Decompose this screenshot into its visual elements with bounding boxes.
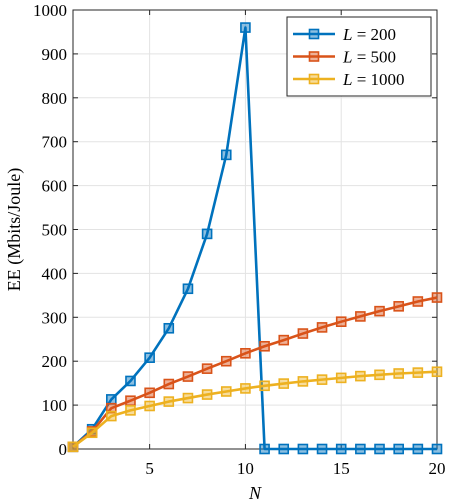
data-point [393, 368, 404, 379]
data-point [278, 443, 290, 455]
y-tick-label: 1000 [33, 1, 67, 20]
y-tick-label: 600 [42, 177, 68, 196]
data-point [393, 443, 404, 455]
data-point [144, 387, 155, 399]
data-point [220, 386, 232, 397]
data-point [355, 311, 366, 322]
x-tick-label: 10 [237, 459, 254, 478]
data-point [259, 380, 270, 392]
x-axis-label: N [248, 483, 262, 503]
data-point [182, 371, 194, 382]
data-point [335, 372, 347, 384]
x-tick-label: 5 [145, 459, 154, 478]
y-axis-label: EE (Mbits/Joule) [4, 168, 25, 292]
data-point [374, 443, 385, 455]
data-point [335, 316, 347, 327]
data-point [201, 389, 213, 400]
data-point [259, 443, 270, 455]
y-tick-label: 700 [42, 133, 68, 152]
data-point [316, 443, 328, 455]
x-tick-label: 20 [429, 459, 446, 478]
data-point [259, 340, 270, 352]
y-tick-label: 300 [42, 308, 68, 327]
data-point [278, 334, 290, 346]
data-point [163, 378, 175, 390]
data-point [182, 392, 194, 404]
data-point [240, 383, 251, 394]
data-point [431, 443, 443, 455]
legend-label: L = 500 [342, 48, 396, 67]
legend-swatch-marker [308, 28, 320, 40]
y-tick-label: 500 [42, 221, 68, 240]
data-point [316, 374, 328, 385]
data-point [335, 443, 347, 455]
data-point [144, 400, 155, 412]
data-point [220, 149, 232, 161]
legend-label: L = 200 [342, 25, 396, 44]
data-point [355, 443, 366, 455]
data-point [220, 355, 232, 367]
data-point [201, 363, 213, 374]
series [67, 22, 443, 455]
data-point [316, 322, 328, 333]
data-point [374, 305, 385, 317]
data-point [355, 370, 366, 382]
data-point [163, 322, 175, 334]
data-point [297, 328, 309, 339]
data-point [86, 427, 98, 439]
data-point [374, 369, 385, 381]
y-tick-label: 200 [42, 352, 68, 371]
data-point [182, 283, 194, 295]
data-point [163, 396, 175, 407]
data-point [67, 441, 79, 453]
y-tick-label: 0 [59, 440, 68, 459]
data-point [431, 366, 443, 378]
data-point [106, 410, 117, 422]
legend-swatch-marker [308, 73, 320, 85]
series-group [67, 292, 443, 453]
data-point [240, 347, 251, 359]
data-point [412, 443, 424, 455]
y-tick-label: 800 [42, 89, 68, 108]
series-line [72, 370, 438, 448]
data-point [106, 402, 117, 414]
series-group [67, 366, 443, 453]
data-point [240, 22, 251, 33]
legend: L = 200 L = 500 L = 1000 [286, 16, 432, 97]
y-tick-label: 100 [42, 396, 68, 415]
data-point [393, 301, 404, 312]
data-point [106, 394, 117, 405]
data-point [125, 405, 136, 416]
data-point [201, 228, 213, 240]
data-point [412, 296, 424, 307]
data-point [125, 375, 136, 387]
data-point [125, 395, 136, 407]
y-tick-label: 400 [42, 264, 68, 283]
x-tick-label: 15 [333, 459, 350, 478]
series-line [72, 296, 438, 448]
y-tick-label: 900 [42, 45, 68, 64]
data-point [297, 376, 309, 387]
data-point [144, 352, 155, 363]
data-point [412, 367, 424, 378]
data-point [278, 378, 290, 389]
legend-swatch-marker [308, 51, 320, 62]
legend-label: L = 1000 [342, 70, 405, 89]
data-point [431, 292, 443, 303]
data-point [297, 443, 309, 455]
